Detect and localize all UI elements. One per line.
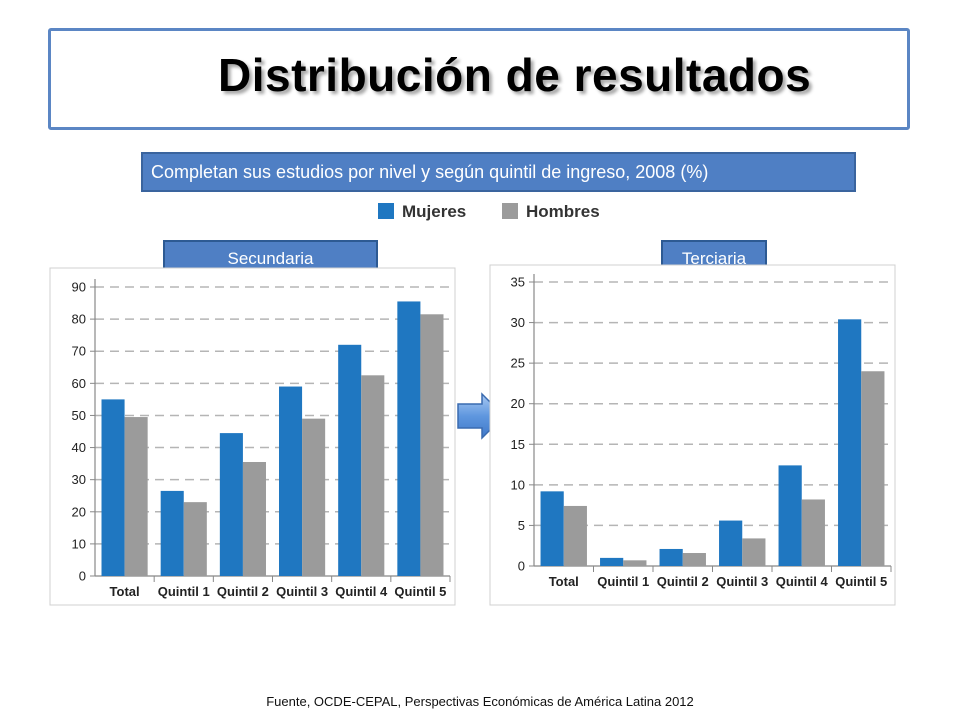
bar-mujeres-quintil-2 <box>659 548 683 566</box>
chart-subtitle: Completan sus estudios por nivel y según… <box>141 152 856 192</box>
bar-hombres-total <box>563 505 587 566</box>
bar-mujeres-quintil-5 <box>838 319 862 566</box>
y-tick-label: 35 <box>511 275 525 290</box>
y-tick-label: 80 <box>72 312 86 327</box>
bar-mujeres-quintil-2 <box>219 433 243 576</box>
x-tick-label: Quintil 5 <box>394 584 446 599</box>
bar-mujeres-quintil-3 <box>279 386 303 576</box>
x-tick-label: Quintil 1 <box>597 574 649 589</box>
bar-hombres-quintil-5 <box>861 371 885 566</box>
x-tick-label: Quintil 2 <box>657 574 709 589</box>
x-tick-label: Quintil 4 <box>335 584 388 599</box>
x-tick-label: Quintil 3 <box>716 574 768 589</box>
y-tick-label: 90 <box>72 280 86 295</box>
legend-item-hombres: Hombres <box>502 202 600 222</box>
x-tick-label: Quintil 4 <box>776 574 829 589</box>
x-tick-label: Total <box>110 584 140 599</box>
bar-hombres-quintil-2 <box>682 553 706 566</box>
bar-hombres-quintil-4 <box>801 499 825 566</box>
secundaria-label: Secundaria <box>163 240 378 277</box>
terciaria-label: Terciaria <box>661 240 767 277</box>
page-title: Distribución de resultados <box>218 49 812 101</box>
bar-mujeres-quintil-3 <box>719 520 743 566</box>
bar-hombres-quintil-1 <box>183 502 207 576</box>
y-tick-label: 40 <box>72 440 86 455</box>
bar-hombres-quintil-3 <box>302 418 326 576</box>
bar-mujeres-quintil-4 <box>778 465 802 566</box>
bar-hombres-quintil-2 <box>242 462 266 576</box>
y-tick-label: 0 <box>518 559 525 574</box>
y-tick-label: 30 <box>72 472 86 487</box>
y-tick-label: 30 <box>511 315 525 330</box>
y-tick-label: 10 <box>72 536 86 551</box>
y-tick-label: 20 <box>72 504 86 519</box>
bar-hombres-total <box>124 417 148 576</box>
bar-hombres-quintil-5 <box>420 314 444 576</box>
bar-hombres-quintil-1 <box>623 560 647 566</box>
legend-item-mujeres: Mujeres <box>378 202 466 222</box>
bar-hombres-quintil-4 <box>361 375 385 576</box>
x-tick-label: Quintil 1 <box>158 584 210 599</box>
right-arrow-icon <box>457 392 506 440</box>
bar-mujeres-total <box>101 399 125 576</box>
bar-mujeres-quintil-1 <box>600 557 624 566</box>
x-tick-label: Quintil 3 <box>276 584 328 599</box>
bar-hombres-quintil-3 <box>742 538 766 566</box>
x-tick-label: Total <box>549 574 579 589</box>
chart-frame-secundaria <box>49 267 456 606</box>
title-box <box>48 28 910 130</box>
bar-mujeres-quintil-1 <box>160 490 184 576</box>
chart-frame-terciaria <box>489 264 896 606</box>
x-tick-label: Quintil 5 <box>835 574 887 589</box>
legend-label-mujeres: Mujeres <box>402 202 467 221</box>
source-note: Fuente, OCDE-CEPAL, Perspectivas Económi… <box>266 694 694 709</box>
y-tick-label: 70 <box>72 344 86 359</box>
y-tick-label: 10 <box>511 477 525 492</box>
bar-mujeres-quintil-4 <box>338 344 362 576</box>
legend-swatch-hombres <box>502 203 518 219</box>
y-tick-label: 5 <box>518 518 525 533</box>
y-tick-label: 50 <box>72 408 86 423</box>
bar-mujeres-quintil-5 <box>397 301 421 576</box>
y-tick-label: 0 <box>79 569 86 584</box>
y-tick-label: 25 <box>511 356 525 371</box>
legend-swatch-mujeres <box>378 203 394 219</box>
y-tick-label: 60 <box>72 376 86 391</box>
y-tick-label: 15 <box>511 437 525 452</box>
y-tick-label: 20 <box>511 396 525 411</box>
x-tick-label: Quintil 2 <box>217 584 269 599</box>
bar-mujeres-total <box>540 491 564 566</box>
legend-label-hombres: Hombres <box>526 202 600 221</box>
